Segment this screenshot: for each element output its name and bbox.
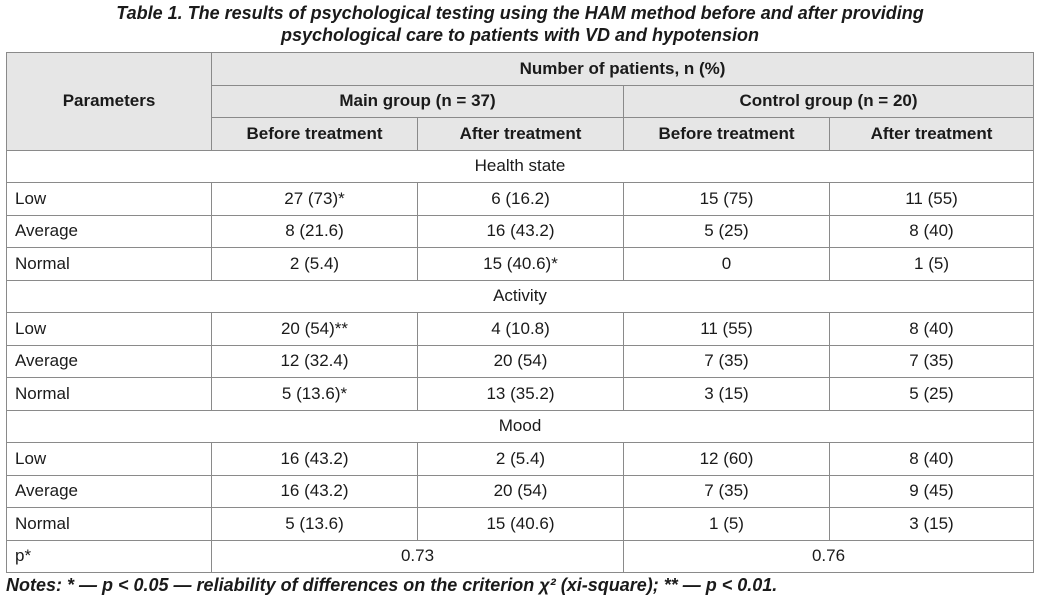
table-cell: 7 (35) — [828, 344, 1035, 378]
table-cell: 8 (40) — [828, 442, 1035, 476]
table-row: Normal 5 (13.6)* 13 (35.2) 3 (15) 5 (25) — [6, 377, 1035, 411]
table-cell: 5 (25) — [828, 377, 1035, 411]
table-cell: 7 (35) — [623, 474, 830, 508]
table-cell: 4 (10.8) — [417, 312, 624, 346]
table-notes: Notes: * — p < 0.05 — reliability of dif… — [6, 575, 778, 595]
section-title: Mood — [5, 409, 1035, 443]
table-cell: 5 (25) — [623, 214, 830, 248]
row-parameter: Normal — [6, 377, 212, 411]
table-cell: 8 (40) — [828, 214, 1035, 248]
table-cell: 27 (73)* — [211, 182, 418, 216]
table-cell: 5 (13.6) — [211, 507, 418, 541]
table-cell: 7 (35) — [623, 344, 830, 378]
p-value-control: 0.76 — [622, 539, 1035, 573]
table-cell: 3 (15) — [623, 377, 830, 411]
table-cell: 15 (40.6) — [417, 507, 624, 541]
table-cell: 12 (60) — [623, 442, 830, 476]
section-row: Activity — [5, 279, 1035, 313]
p-value-label: p* — [6, 539, 212, 573]
section-row: Mood — [5, 409, 1035, 443]
table-cell: 15 (75) — [623, 182, 830, 216]
row-parameter: Average — [6, 214, 212, 248]
row-parameter: Average — [6, 474, 212, 508]
table-cell: 20 (54)** — [211, 312, 418, 346]
table-cell: 20 (54) — [417, 474, 624, 508]
section-title: Activity — [5, 279, 1035, 313]
table-cell: 0 — [623, 247, 830, 281]
table-row: Average 12 (32.4) 20 (54) 7 (35) 7 (35) — [6, 344, 1035, 378]
table-body: Health state Low 27 (73)* 6 (16.2) 15 (75) 11… — [5, 149, 1035, 573]
header-control-before: Before treatment — [623, 117, 830, 151]
table-cell: 1 (5) — [828, 247, 1035, 281]
section-title: Health state — [5, 149, 1035, 183]
table-cell: 6 (16.2) — [417, 182, 624, 216]
table-cell: 2 (5.4) — [211, 247, 418, 281]
results-table: Parameters Number of patients, n (%) Mai… — [5, 52, 1035, 573]
header-parameters: Parameters — [6, 52, 212, 151]
row-parameter: Low — [6, 312, 212, 346]
table-row: Low 20 (54)** 4 (10.8) 11 (55) 8 (40) — [6, 312, 1035, 346]
table-cell: 3 (15) — [828, 507, 1035, 541]
table-cell: 11 (55) — [828, 182, 1035, 216]
row-parameter: Average — [6, 344, 212, 378]
table-header: Parameters Number of patients, n (%) Mai… — [6, 52, 1035, 151]
table-row: Normal 5 (13.6) 15 (40.6) 1 (5) 3 (15) — [6, 507, 1035, 541]
table-cell: 11 (55) — [623, 312, 830, 346]
table-cell: 8 (21.6) — [211, 214, 418, 248]
table-cell: 2 (5.4) — [417, 442, 624, 476]
caption-line-2: psychological care to patients with VD a… — [280, 25, 760, 45]
header-main-group: Main group (n = 37) — [211, 84, 624, 118]
table-cell: 16 (43.2) — [211, 442, 418, 476]
table-cell: 8 (40) — [828, 312, 1035, 346]
table-cell: 9 (45) — [828, 474, 1035, 508]
p-value-main: 0.73 — [211, 539, 624, 573]
header-control-group: Control group (n = 20) — [622, 84, 1035, 118]
table-row: Normal 2 (5.4) 15 (40.6)* 0 1 (5) — [6, 247, 1035, 281]
table-cell: 16 (43.2) — [211, 474, 418, 508]
section-row: Health state — [5, 149, 1035, 183]
table-cell: 16 (43.2) — [417, 214, 624, 248]
row-parameter: Low — [6, 442, 212, 476]
table-cell: 1 (5) — [623, 507, 830, 541]
row-parameter: Normal — [6, 247, 212, 281]
table-cell: 20 (54) — [417, 344, 624, 378]
row-parameter: Low — [6, 182, 212, 216]
table-row: Average 16 (43.2) 20 (54) 7 (35) 9 (45) — [6, 474, 1035, 508]
table-cell: 12 (32.4) — [211, 344, 418, 378]
p-value-row: p* 0.73 0.76 — [6, 539, 1035, 573]
row-parameter: Normal — [6, 507, 212, 541]
table-caption: Table 1. The results of psychological te… — [0, 0, 1040, 46]
table-cell: 5 (13.6)* — [211, 377, 418, 411]
header-main-before: Before treatment — [211, 117, 418, 151]
table-cell: 15 (40.6)* — [417, 247, 624, 281]
table-row: Low 16 (43.2) 2 (5.4) 12 (60) 8 (40) — [6, 442, 1035, 476]
table-cell: 13 (35.2) — [417, 377, 624, 411]
table-row: Average 8 (21.6) 16 (43.2) 5 (25) 8 (40) — [6, 214, 1035, 248]
header-main-after: After treatment — [417, 117, 624, 151]
table-row: Low 27 (73)* 6 (16.2) 15 (75) 11 (55) — [6, 182, 1035, 216]
header-control-after: After treatment — [828, 117, 1035, 151]
caption-line-1: Table 1. The results of psychological te… — [116, 3, 924, 23]
header-number-of-patients: Number of patients, n (%) — [210, 52, 1035, 86]
